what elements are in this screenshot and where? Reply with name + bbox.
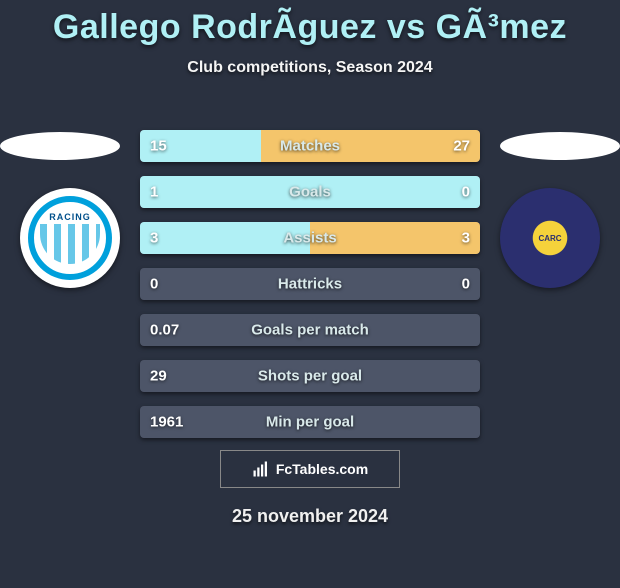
page-subtitle: Club competitions, Season 2024 [0,59,620,77]
page-title: Gallego RodrÃ­guez vs GÃ³mez [0,8,620,47]
stat-row: 1961 Min per goal [140,406,480,438]
stat-row: 15 27 Matches [140,130,480,162]
team-badge-right: CARC [500,188,600,288]
stat-row: 1 0 Goals [140,176,480,208]
badge-right-label: CARC [538,234,561,243]
stat-label: Assists [283,230,336,247]
attribution-text: FcTables.com [276,461,368,477]
shadow-ellipse-left [0,132,120,160]
stat-row: 3 3 Assists [140,222,480,254]
stat-label: Goals per match [251,322,369,339]
stat-label: Matches [280,138,340,155]
badge-left-label: RACING [49,212,91,222]
stat-left-value: 0.07 [150,322,179,339]
stat-left-value: 0 [150,276,158,293]
stat-label: Shots per goal [258,368,362,385]
attribution-box: FcTables.com [220,450,400,488]
stat-left-value: 1961 [150,414,183,431]
footer-date: 25 november 2024 [232,506,388,527]
chart-icon [252,460,270,478]
comparison-bars: 15 27 Matches 1 0 Goals 3 3 Assists 0 0 Hattricks 0.… [140,130,480,452]
racing-crest-icon: RACING [28,196,112,280]
stat-label: Min per goal [266,414,354,431]
stripes-icon [40,224,100,264]
stat-left-value: 3 [150,230,158,247]
stat-left-value: 1 [150,184,158,201]
stat-label: Goals [289,184,331,201]
stat-right-value: 0 [462,276,470,293]
team-badge-left: RACING [20,188,120,288]
stat-row: 0.07 Goals per match [140,314,480,346]
stat-right-value: 27 [453,138,470,155]
shadow-ellipse-right [500,132,620,160]
stat-row: 29 Shots per goal [140,360,480,392]
stat-label: Hattricks [278,276,342,293]
stat-row: 0 0 Hattricks [140,268,480,300]
stat-left-value: 29 [150,368,167,385]
stat-left-value: 15 [150,138,167,155]
stat-right-value: 3 [462,230,470,247]
carc-crest-icon: CARC [510,198,590,278]
stat-right-value: 0 [462,184,470,201]
